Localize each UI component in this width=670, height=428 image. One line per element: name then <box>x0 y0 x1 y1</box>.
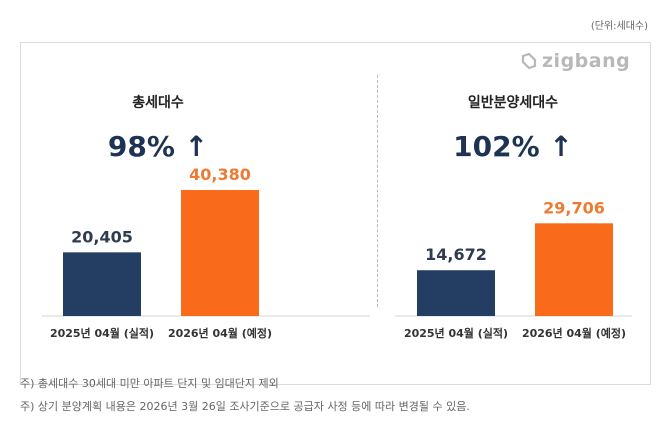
value-label: 40,380 <box>189 165 251 184</box>
bar-actual <box>417 270 495 316</box>
panel-title-total: 총세대수 <box>132 95 184 111</box>
growth-general-sale: 102% ↑ <box>453 130 573 163</box>
category-label: 2025년 04월 (실적) <box>50 326 154 340</box>
panel-title-general-sale: 일반분양세대수 <box>467 95 559 111</box>
category-label: 2026년 04월 (예정) <box>522 326 626 340</box>
logo-text: zigbang <box>542 50 631 72</box>
note-2: 주) 상기 분양계획 내용은 2026년 3월 26일 조사기준으로 공급자 사… <box>20 400 470 413</box>
value-label: 20,405 <box>71 227 133 246</box>
unit-label: (단위:세대수) <box>590 21 648 32</box>
note-1: 주) 총세대수 30세대 미만 아파트 단지 및 임대단지 제외 <box>20 377 279 390</box>
zigbang-logo-icon <box>521 52 537 70</box>
category-label: 2026년 04월 (예정) <box>168 326 272 340</box>
growth-total: 98% ↑ <box>107 130 209 163</box>
bar-actual <box>63 252 141 316</box>
value-label: 29,706 <box>543 198 605 217</box>
chart-frame <box>20 42 651 385</box>
panel-divider <box>377 75 378 307</box>
value-label: 14,672 <box>425 245 487 264</box>
category-label: 2025년 04월 (실적) <box>404 326 508 340</box>
bar-planned <box>535 223 613 316</box>
zigbang-logo: zigbang <box>520 50 630 72</box>
bar-planned <box>181 190 259 316</box>
